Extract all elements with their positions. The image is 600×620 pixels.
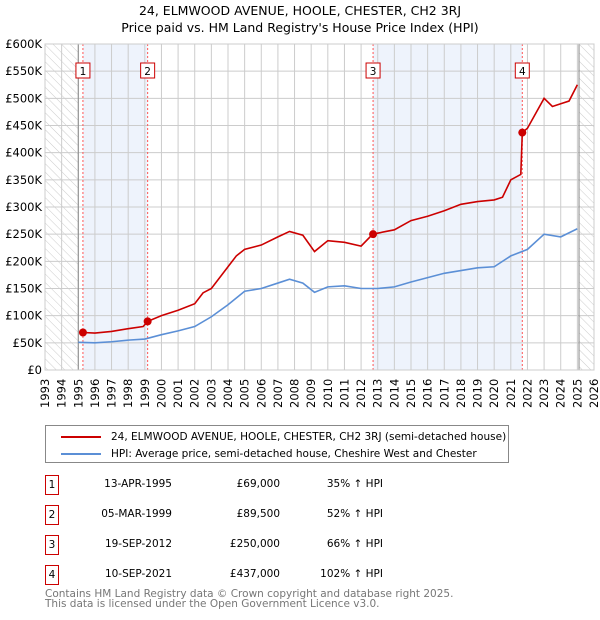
- x-tick-label: 1996: [88, 379, 102, 408]
- x-tick-label: 1993: [38, 379, 52, 408]
- x-tick-label: 2014: [387, 379, 401, 408]
- x-tick-label: 1999: [138, 379, 152, 408]
- x-tick-label: 2006: [254, 379, 268, 408]
- x-tick-label: 2002: [188, 379, 202, 408]
- legend: 24, ELMWOOD AVENUE, HOOLE, CHESTER, CH2 …: [45, 425, 509, 463]
- x-tick-label: 2020: [487, 379, 501, 408]
- sale-point: [78, 328, 87, 337]
- x-tick-label: 1995: [71, 379, 85, 408]
- y-tick-label: £500K: [5, 91, 42, 105]
- x-tick-label: 2005: [238, 379, 252, 408]
- sale-marker-label: 2: [144, 66, 151, 78]
- sale-point: [143, 317, 152, 326]
- y-tick-label: £400K: [5, 146, 42, 160]
- sale-row: 3 19-SEP-2012 £250,000 66% ↑ HPI: [45, 535, 445, 555]
- sale-marker-box: [365, 62, 381, 79]
- x-tick-label: 2025: [570, 379, 584, 408]
- sale-row: 1 13-APR-1995 £69,000 35% ↑ HPI: [45, 475, 445, 495]
- y-tick-label: £200K: [5, 254, 42, 268]
- y-tick-label: £550K: [5, 64, 42, 78]
- y-tick-label: £600K: [5, 37, 42, 51]
- y-tick-label: £450K: [5, 119, 42, 133]
- x-tick-label: 2013: [371, 379, 385, 408]
- legend-hpi: HPI: Average price, semi-detached house,…: [61, 445, 477, 462]
- sale-row: 2 05-MAR-1999 £89,500 52% ↑ HPI: [45, 505, 445, 525]
- y-tick-label: £100K: [5, 309, 42, 323]
- sale-marker-label: 1: [80, 66, 87, 78]
- series-property: [82, 84, 579, 334]
- y-tick-label: £50K: [13, 336, 43, 350]
- x-tick-label: 2009: [304, 379, 318, 408]
- x-tick-label: 2010: [321, 379, 335, 408]
- x-tick-label: 2007: [271, 379, 285, 408]
- x-tick-label: 2008: [288, 379, 302, 408]
- y-tick-label: £250K: [5, 227, 42, 241]
- y-tick-label: £350K: [5, 173, 42, 187]
- x-tick-label: 1998: [121, 379, 135, 408]
- x-tick-label: 2019: [471, 379, 485, 408]
- x-tick-label: 2011: [337, 379, 351, 408]
- x-tick-label: 2026: [587, 379, 600, 408]
- plot-border: [44, 43, 595, 371]
- legend-property: 24, ELMWOOD AVENUE, HOOLE, CHESTER, CH2 …: [61, 428, 506, 445]
- y-tick-label: £0: [27, 363, 42, 377]
- x-tick-label: 2022: [520, 379, 534, 408]
- footer: Contains HM Land Registry data © Crown c…: [45, 588, 454, 610]
- x-tick-label: 2016: [421, 379, 435, 408]
- sale-marker-box: [75, 62, 91, 79]
- y-tick-label: £150K: [5, 282, 42, 296]
- x-tick-label: 2004: [221, 379, 235, 408]
- sale-marker-label: 4: [519, 66, 526, 78]
- x-tick-label: 1997: [105, 379, 119, 408]
- sale-marker-label: 3: [370, 66, 377, 78]
- x-tick-label: 2023: [537, 379, 551, 408]
- x-tick-label: 2018: [454, 379, 468, 408]
- sale-row: 4 10-SEP-2021 £437,000 102% ↑ HPI: [45, 565, 445, 585]
- x-tick-label: 2017: [437, 379, 451, 408]
- y-tick-label: £300K: [5, 200, 42, 214]
- x-tick-label: 1994: [55, 379, 69, 408]
- sale-marker-box: [514, 62, 530, 79]
- x-tick-label: 2021: [504, 379, 518, 408]
- x-tick-label: 2012: [354, 379, 368, 408]
- x-tick-label: 2015: [404, 379, 418, 408]
- sale-point: [518, 128, 527, 137]
- series-hpi: [78, 228, 578, 344]
- sale-point: [369, 230, 378, 239]
- price-chart: 1993 1994 1995 1996 1997 1998 1999 2000 2001 2002…: [5, 37, 600, 408]
- chart-title: 24, ELMWOOD AVENUE, HOOLE, CHESTER, CH2 …: [121, 3, 479, 35]
- sale-marker-box: [140, 62, 156, 79]
- x-tick-label: 2003: [204, 379, 218, 408]
- x-tick-label: 2024: [554, 379, 568, 408]
- x-tick-label: 2001: [171, 379, 185, 408]
- x-tick-label: 2000: [154, 379, 168, 408]
